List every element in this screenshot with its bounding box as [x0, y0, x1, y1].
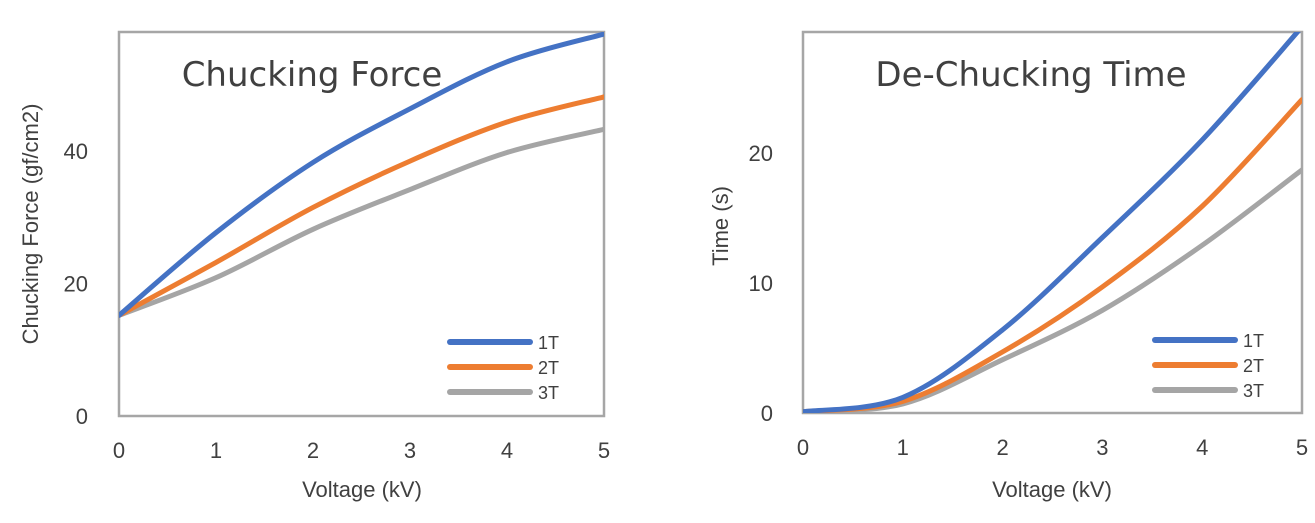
chart-title: De-Chucking Time	[875, 55, 1186, 95]
y-tick-label: 0	[761, 401, 773, 426]
x-tick-labels: 0 1 2 3 4 5	[113, 438, 610, 463]
x-tick-label: 5	[598, 438, 610, 463]
x-tick-label: 0	[797, 435, 809, 460]
chart-title: Chucking Force	[182, 55, 443, 95]
x-tick-label: 2	[307, 438, 319, 463]
legend: 1T 2T 3T	[1152, 331, 1264, 401]
legend-label: 1T	[538, 333, 559, 353]
x-tick-label: 3	[1096, 435, 1108, 460]
legend-label: 3T	[1243, 381, 1264, 401]
x-tick-labels: 0 1 2 3 4 5	[797, 435, 1308, 460]
series-line-1t	[803, 32, 1301, 413]
chucking-force-chart: 0 1 2 3 4 5 0 20 40 Chucking Force Voltage (kV)…	[18, 30, 610, 502]
plot-area-frame	[801, 30, 1304, 415]
plot-area-frame	[117, 30, 606, 418]
y-tick-labels: 0 10 20	[749, 141, 773, 426]
x-tick-label: 1	[210, 438, 222, 463]
legend-item-1t: 1T	[447, 333, 559, 353]
series-layer	[119, 32, 604, 318]
y-axis-label: Time (s)	[708, 186, 733, 266]
legend-item-1t: 1T	[1152, 331, 1264, 351]
x-tick-label: 4	[501, 438, 513, 463]
x-axis-label: Voltage (kV)	[992, 477, 1112, 502]
legend-label: 2T	[1243, 356, 1264, 376]
legend-item-3t: 3T	[447, 383, 559, 403]
x-tick-label: 4	[1196, 435, 1208, 460]
y-tick-label: 20	[64, 272, 88, 297]
legend-label: 3T	[538, 383, 559, 403]
y-tick-label: 0	[76, 404, 88, 429]
x-tick-label: 0	[113, 438, 125, 463]
x-tick-label: 3	[404, 438, 416, 463]
series-line-3t	[119, 126, 604, 318]
legend-item-2t: 2T	[447, 358, 559, 378]
series-line-2t	[119, 94, 604, 318]
legend-label: 2T	[538, 358, 559, 378]
x-tick-label: 1	[897, 435, 909, 460]
y-axis-label: Chucking Force (gf/cm2)	[18, 104, 43, 345]
y-tick-label: 10	[749, 271, 773, 296]
series-layer	[803, 32, 1302, 413]
series-line-3t	[803, 167, 1302, 413]
x-tick-label: 5	[1296, 435, 1308, 460]
legend: 1T 2T 3T	[447, 333, 559, 403]
x-axis-label: Voltage (kV)	[302, 477, 422, 502]
y-tick-labels: 0 20 40	[64, 139, 88, 429]
legend-item-3t: 3T	[1152, 381, 1264, 401]
series-line-1t	[119, 32, 604, 318]
legend-label: 1T	[1243, 331, 1264, 351]
legend-item-2t: 2T	[1152, 356, 1264, 376]
x-tick-label: 2	[996, 435, 1008, 460]
de-chucking-time-chart: 0 1 2 3 4 5 0 10 20 De-Chucking Time Voltage (k…	[708, 30, 1308, 502]
y-tick-label: 40	[64, 139, 88, 164]
series-line-2t	[803, 97, 1302, 413]
y-tick-label: 20	[749, 141, 773, 166]
